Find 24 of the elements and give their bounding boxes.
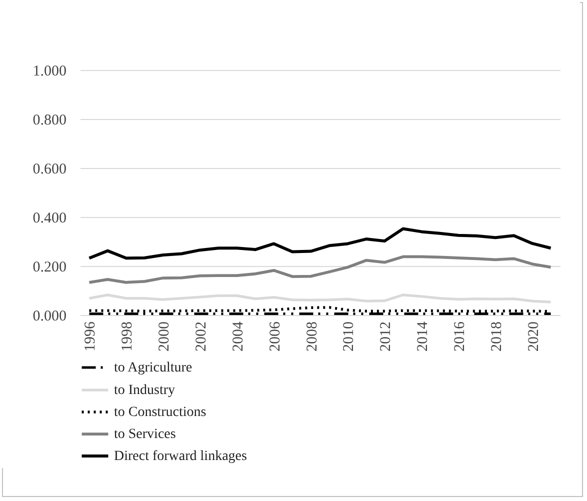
x-tick-label: 2016: [452, 321, 468, 352]
x-tick-label: 2010: [341, 322, 358, 352]
x-tick-label: 2000: [156, 322, 173, 352]
legend-label: to Agriculture: [114, 360, 192, 376]
y-tick-label: 0.400: [32, 210, 66, 226]
y-tick-label: 0.600: [32, 162, 66, 178]
x-tick-label: 2002: [194, 322, 210, 352]
x-tick-label: 2014: [415, 321, 432, 352]
legend-label: to Constructions: [114, 405, 206, 420]
x-tick-label: 1998: [120, 322, 136, 352]
y-tick-label: 1.000: [32, 64, 66, 80]
x-tick-label: 1996: [82, 321, 99, 352]
legend-label: to Services: [114, 427, 176, 442]
x-tick-label: 2006: [267, 321, 284, 352]
legend-label: to Industry: [114, 383, 176, 398]
y-tick-label: 0.800: [32, 112, 66, 128]
y-tick-label: 0.200: [32, 260, 66, 276]
x-tick-label: 2020: [526, 322, 542, 352]
x-tick-label: 2012: [378, 322, 394, 352]
y-tick-label: 0.000: [32, 308, 66, 324]
x-tick-label: 2004: [230, 321, 246, 352]
legend-label: Direct forward linkages: [114, 449, 247, 464]
x-tick-label: 2018: [488, 322, 505, 352]
x-tick-label: 2008: [304, 322, 320, 352]
